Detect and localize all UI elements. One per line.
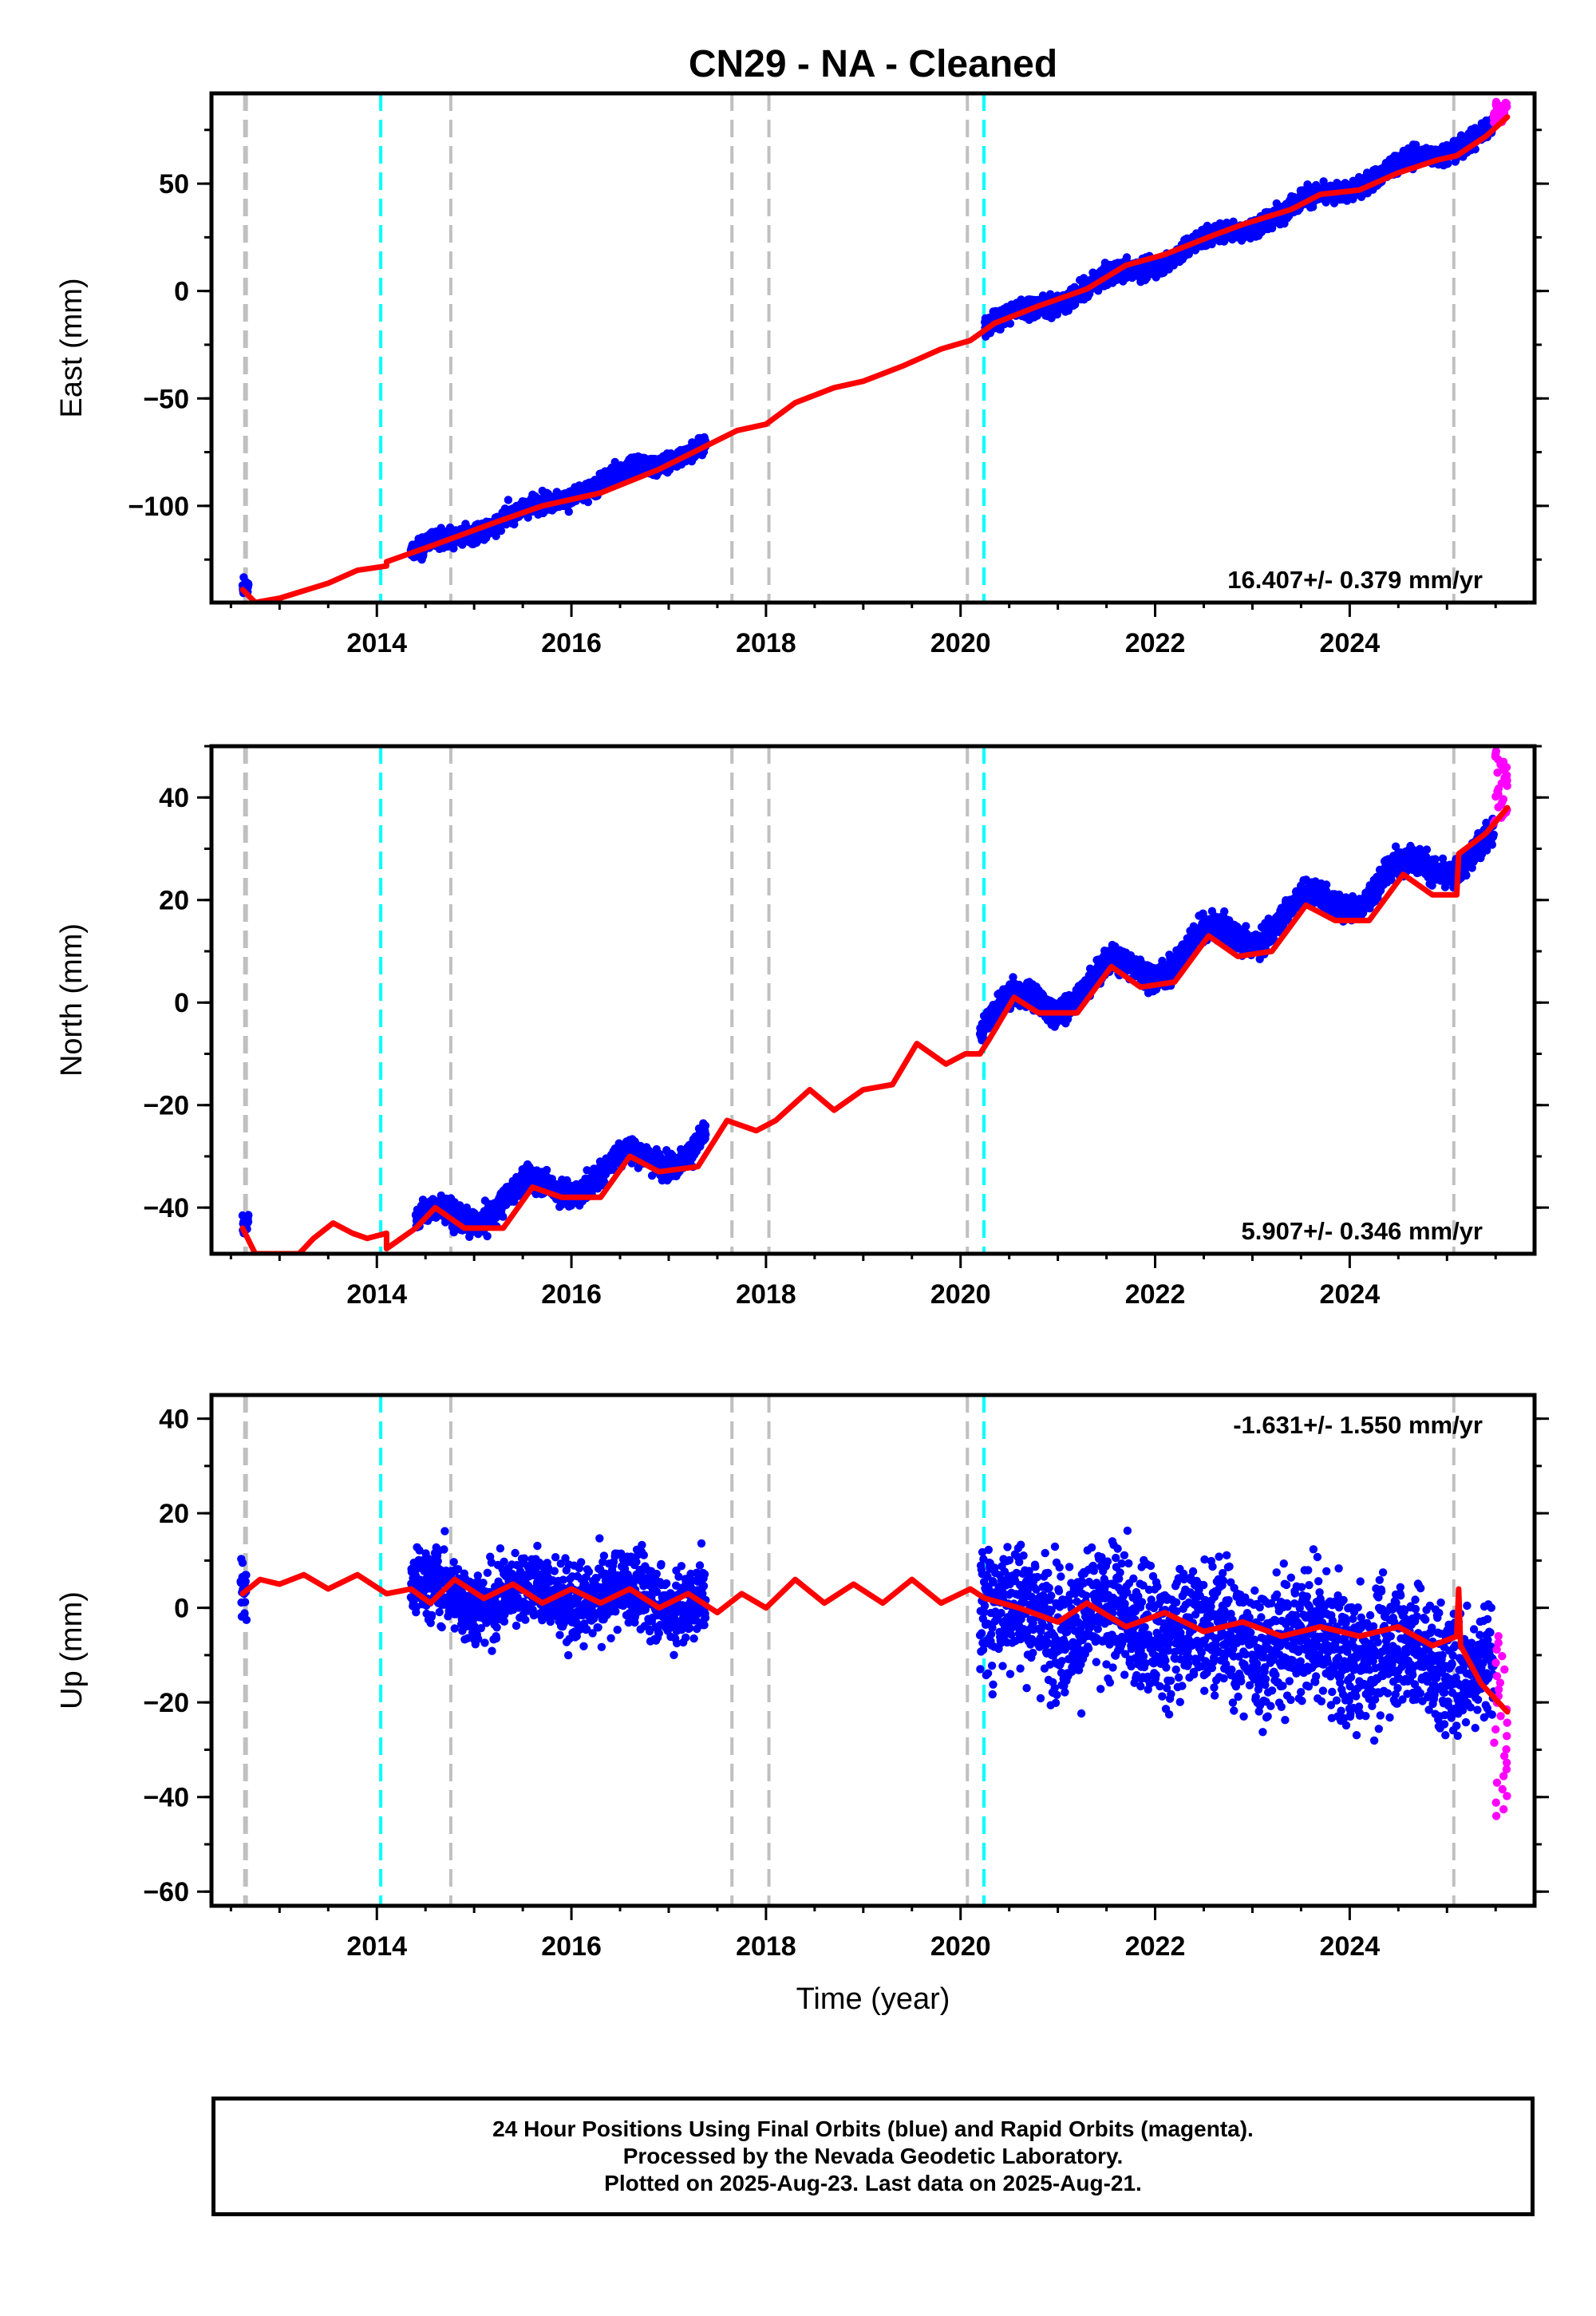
x-tick-label: 2020: [930, 628, 991, 658]
final-orbit-point: [244, 580, 253, 589]
panel-frame: [209, 91, 1537, 605]
final-orbit-point: [701, 1121, 710, 1130]
rapid-orbit-point: [1491, 97, 1501, 106]
final-orbit-point: [483, 1231, 492, 1241]
velocity-rate-label: 16.407+/- 0.379 mm/yr: [1227, 566, 1483, 594]
y-tick-label: −100: [128, 492, 189, 522]
final-orbit-point: [564, 508, 573, 516]
y-axis-label: East (mm): [55, 278, 89, 417]
y-tick-label: 50: [159, 169, 189, 200]
final-orbit-point: [496, 526, 506, 536]
final-orbit-point: [1444, 159, 1452, 168]
rapid-orbit-point: [1501, 98, 1511, 107]
x-tick-label: 2016: [541, 628, 602, 658]
final-orbit-point: [1005, 319, 1015, 328]
data-points: [238, 97, 1511, 598]
final-orbit-point: [701, 1130, 710, 1139]
final-orbit-point: [244, 1211, 253, 1219]
x-tick-label: 2024: [1320, 628, 1381, 658]
chart-title: CN29 - NA - Cleaned: [689, 43, 1057, 85]
model-fit-line: [239, 114, 1511, 603]
y-tick-label: 0: [174, 277, 189, 307]
final-orbit-point: [523, 513, 532, 522]
data-points: [238, 747, 1511, 1242]
x-tick-label: 2014: [346, 628, 407, 658]
x-tick-label: 2018: [736, 628, 796, 658]
y-tick-label: −50: [143, 384, 189, 414]
final-orbit-point: [492, 532, 500, 540]
final-orbit-point: [449, 544, 458, 553]
final-orbit-point: [504, 496, 513, 504]
x-tick-label: 2022: [1125, 628, 1186, 658]
final-orbit-point: [583, 497, 593, 507]
chart-panels: −100 −50 0 50 2014 2016 2018 2020 2022 2024 East (…: [55, 91, 1549, 1962]
panel-east: −100 −50 0 50 2014 2016 2018 2020 2022 2024 East (…: [55, 91, 1549, 658]
final-orbit-point: [499, 1212, 508, 1221]
